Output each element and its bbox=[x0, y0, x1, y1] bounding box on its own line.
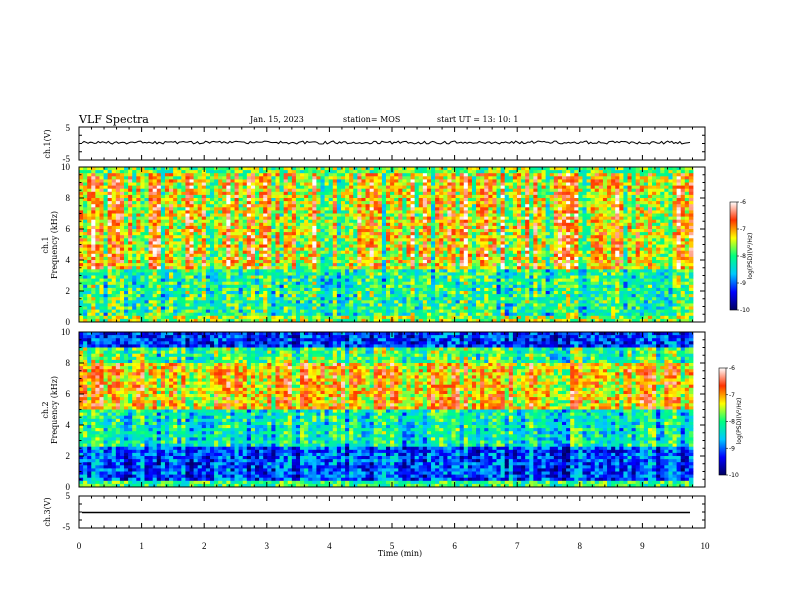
xtick-label: 9 bbox=[640, 541, 645, 551]
ytick-label: 8 bbox=[66, 193, 71, 203]
figure-title: VLF Spectra bbox=[78, 113, 149, 126]
ch1-spec-ylabel-channel: ch.1 bbox=[41, 236, 50, 253]
xtick-label: 5 bbox=[390, 541, 395, 551]
ytick-label: 6 bbox=[66, 224, 71, 234]
ch2-spec-ylabel-channel: ch.2 bbox=[41, 401, 50, 418]
ytick-label: 2 bbox=[66, 451, 71, 461]
colorbar-tick-label: -10 bbox=[740, 307, 750, 314]
xtick-label: 6 bbox=[452, 541, 457, 551]
ch2-colorbar: -6 -7 -8 -9 -10 log(PSD)(V²/Hz) bbox=[718, 365, 743, 479]
xtick-label: 8 bbox=[578, 541, 583, 551]
xtick-label: 2 bbox=[202, 541, 207, 551]
xtick-label: 10 bbox=[701, 541, 711, 551]
ch2-colorbar-label: log(PSD)(V²/Hz) bbox=[736, 398, 743, 445]
colorbar-tick-label: -7 bbox=[740, 226, 746, 233]
ytick-label: 4 bbox=[66, 255, 71, 265]
station-label: station= MOS bbox=[343, 115, 400, 124]
ytick-label: 0 bbox=[66, 317, 71, 327]
ch2-spec-ytick-labels: 0 2 4 6 8 10 bbox=[61, 327, 71, 492]
colorbar-tick-label: -9 bbox=[740, 280, 746, 287]
ch1-colorbar-label: log(PSD)(V²/Hz) bbox=[747, 233, 754, 280]
colorbar-tick-label: -7 bbox=[729, 392, 735, 399]
start-time-label: start UT = 13: 10: 1 bbox=[437, 115, 518, 124]
ch1-wave-ylabel: ch.1(V) bbox=[43, 129, 52, 158]
ch1-wave-ytick-bottom: -5 bbox=[63, 154, 71, 164]
colorbar-tick-label: -6 bbox=[729, 365, 735, 372]
ytick-label: 6 bbox=[66, 389, 71, 399]
x-axis-label: Time (min) bbox=[378, 549, 422, 558]
ch3-wave-ytick-bottom: -5 bbox=[63, 522, 71, 532]
colorbar-tick-label: -6 bbox=[740, 199, 746, 206]
colorbar-tick-label: -8 bbox=[729, 419, 735, 426]
ytick-label: 4 bbox=[66, 420, 71, 430]
ch1-spec-ylabel: Frequency (kHz) bbox=[50, 211, 59, 279]
colorbar-tick-label: -8 bbox=[740, 253, 746, 260]
ch3-wave-ylabel: ch.3(V) bbox=[43, 497, 52, 526]
ch1-spectrogram-image bbox=[79, 167, 694, 323]
ytick-label: 10 bbox=[61, 162, 71, 172]
ytick-label: 10 bbox=[61, 327, 71, 337]
x-tick-labels: 0 1 2 3 4 5 6 7 8 9 10 bbox=[77, 541, 710, 551]
xtick-label: 1 bbox=[139, 541, 144, 551]
xtick-label: 4 bbox=[327, 541, 332, 551]
colorbar-tick-label: -9 bbox=[729, 445, 735, 452]
axis-ticks bbox=[78, 126, 706, 529]
xtick-label: 3 bbox=[265, 541, 270, 551]
xtick-label: 0 bbox=[77, 541, 82, 551]
ch1-waveform-trace bbox=[81, 140, 691, 145]
ytick-label: 8 bbox=[66, 358, 71, 368]
ch1-spec-ytick-labels: 0 2 4 6 8 10 bbox=[61, 162, 71, 327]
colorbar-tick-label: -10 bbox=[729, 472, 739, 479]
ch3-wave-ytick-top: 5 bbox=[66, 491, 71, 501]
ch2-spec-ylabel: Frequency (kHz) bbox=[50, 376, 59, 444]
xtick-label: 7 bbox=[515, 541, 520, 551]
ch1-wave-ytick-top: 5 bbox=[66, 123, 71, 133]
ch1-colorbar: -6 -7 -8 -9 -10 log(PSD)(V²/Hz) bbox=[729, 199, 754, 314]
ytick-label: 0 bbox=[66, 482, 71, 492]
date-label: Jan. 15, 2023 bbox=[249, 115, 304, 124]
ytick-label: 2 bbox=[66, 286, 71, 296]
ch2-spectrogram-image bbox=[79, 332, 694, 488]
